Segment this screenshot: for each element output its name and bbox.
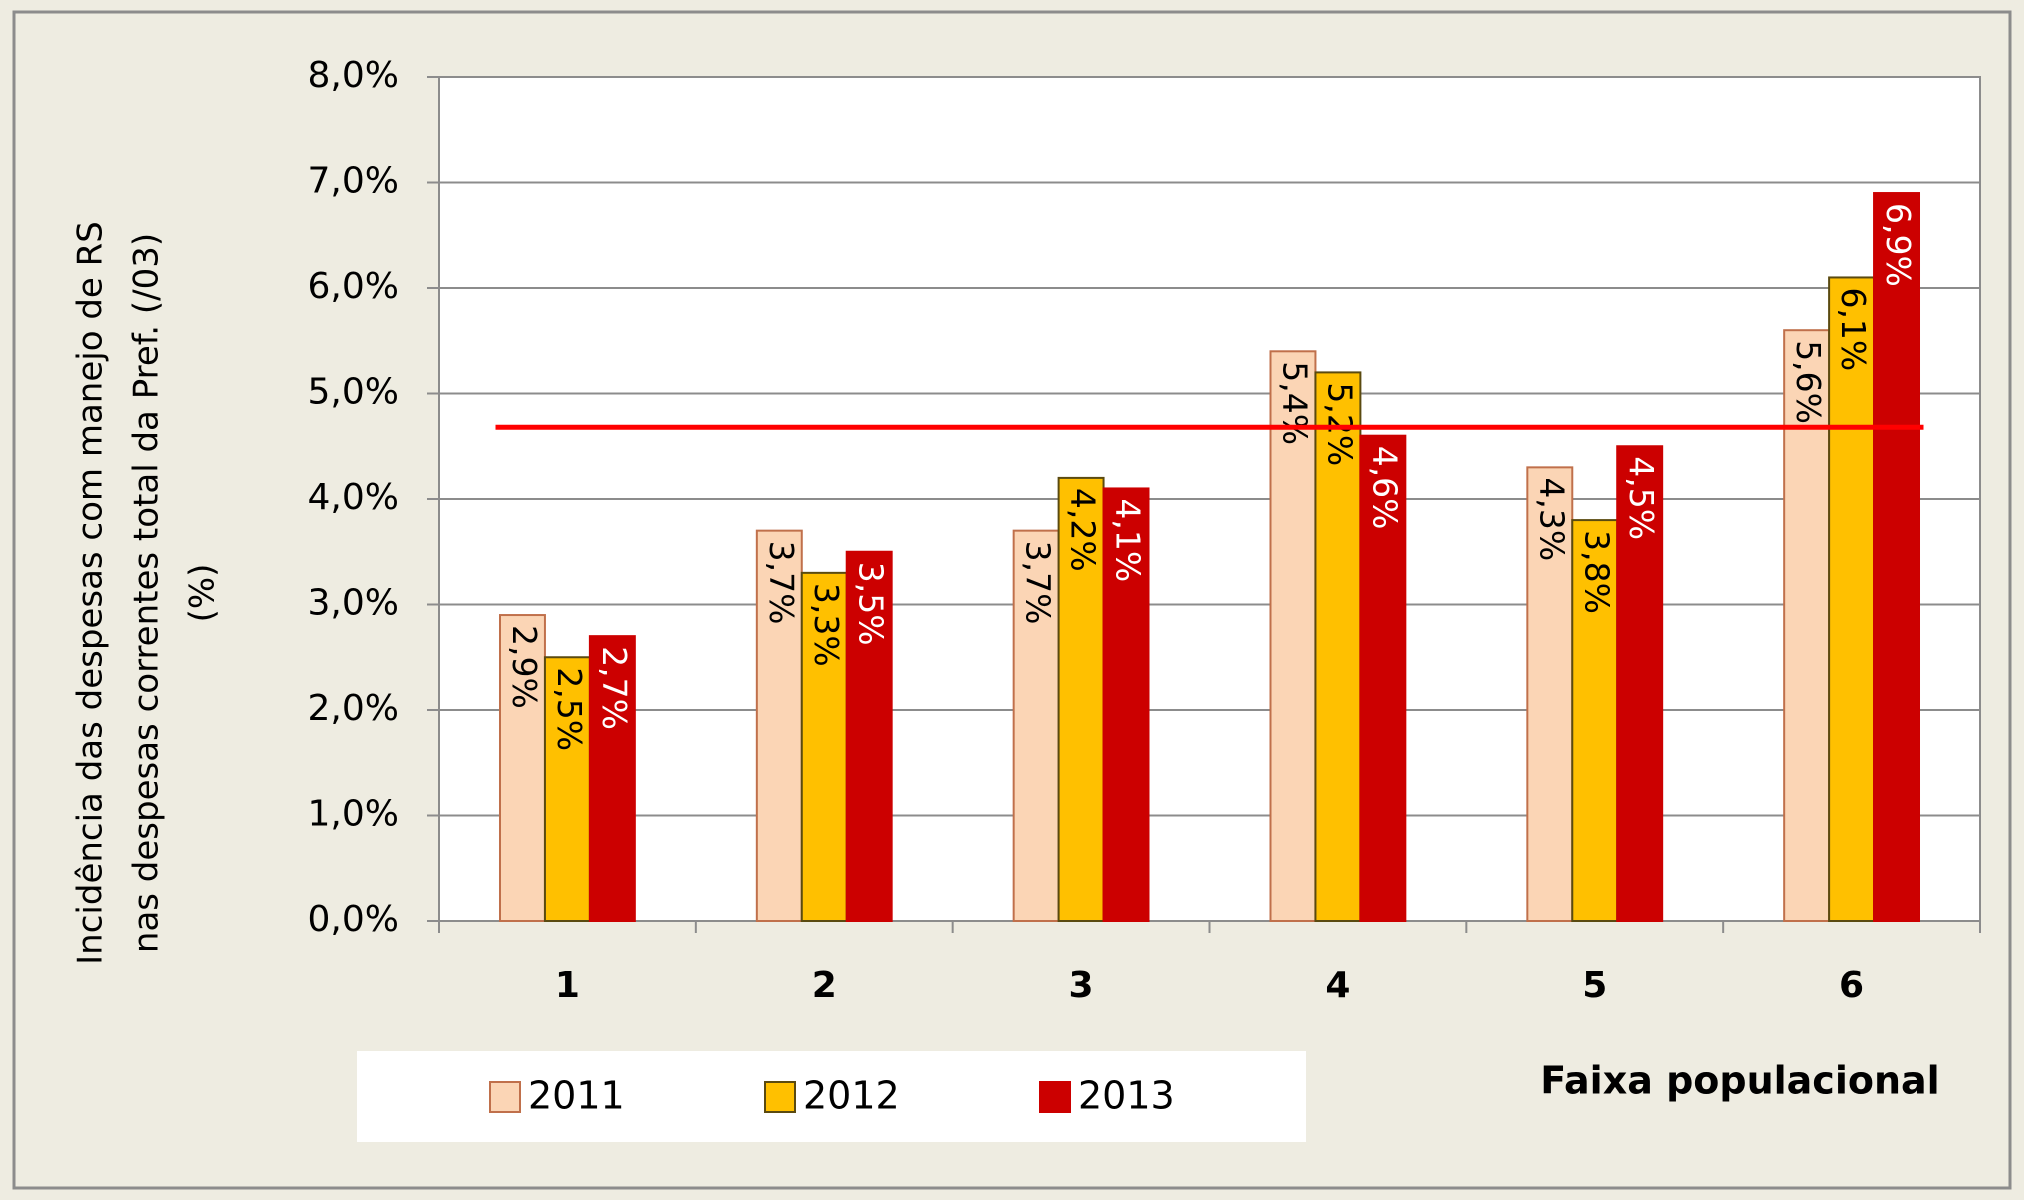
bar (1057, 476, 1105, 922)
bar (1012, 529, 1060, 923)
bar (845, 550, 893, 922)
bar (498, 614, 546, 922)
x-tick-label: 2 (812, 965, 837, 1006)
value-label: 3,3% (807, 583, 846, 667)
y-tick-label: 2,0% (308, 688, 399, 729)
legend-swatch (1039, 1081, 1071, 1113)
value-label: 2,7% (595, 646, 634, 730)
legend-label: 2011 (528, 1074, 625, 1118)
x-tick-label: 4 (1325, 965, 1350, 1006)
value-label: 6,9% (1879, 203, 1918, 287)
bar (1102, 487, 1150, 922)
bar (1616, 445, 1664, 922)
value-label: 5,2% (1320, 382, 1359, 466)
x-tick-label: 6 (1839, 965, 1864, 1006)
y-axis-label: (%) (183, 564, 223, 623)
legend-label: 2012 (803, 1074, 900, 1118)
value-label: 3,7% (1019, 541, 1058, 625)
y-tick-label: 4,0% (308, 477, 399, 518)
bar (588, 635, 636, 923)
value-label: 4,3% (1532, 477, 1571, 561)
value-label: 2,9% (505, 625, 544, 709)
legend-label: 2013 (1078, 1074, 1175, 1118)
bar (1526, 466, 1574, 922)
value-label: 3,7% (762, 541, 801, 625)
legend-swatch (764, 1081, 796, 1113)
value-label: 5,4% (1275, 361, 1314, 445)
value-label: 4,6% (1365, 446, 1404, 530)
bar (1571, 519, 1619, 922)
y-tick-label: 7,0% (308, 161, 399, 202)
x-tick-label: 3 (1069, 965, 1094, 1006)
y-tick-label: 3,0% (308, 583, 399, 624)
value-label: 6,1% (1834, 287, 1873, 371)
value-label: 3,5% (852, 562, 891, 646)
y-axis-label: nas despesas correntes total da Pref. (/… (127, 233, 167, 953)
legend-swatch (489, 1081, 521, 1113)
y-tick-label: 5,0% (308, 372, 399, 413)
x-axis-label: Faixa populacional (1540, 1059, 1939, 1103)
bar (755, 529, 803, 923)
value-label: 4,1% (1109, 498, 1148, 582)
y-tick-label: 6,0% (308, 266, 399, 307)
bar (543, 656, 591, 922)
y-tick-label: 1,0% (308, 794, 399, 835)
bar (1828, 276, 1876, 922)
y-tick-label: 8,0% (308, 55, 399, 96)
value-label: 3,8% (1577, 530, 1616, 614)
value-label: 2,5% (550, 667, 589, 751)
y-axis-label: Incidência das despesas com manejo de RS (71, 221, 111, 965)
bar (1873, 192, 1921, 923)
bar (1359, 434, 1407, 922)
x-tick-label: 5 (1582, 965, 1607, 1006)
x-tick-label: 1 (555, 965, 580, 1006)
value-label: 5,6% (1789, 340, 1828, 424)
value-label: 4,2% (1064, 488, 1103, 572)
y-tick-label: 0,0% (308, 899, 399, 940)
value-label: 4,5% (1622, 456, 1661, 540)
